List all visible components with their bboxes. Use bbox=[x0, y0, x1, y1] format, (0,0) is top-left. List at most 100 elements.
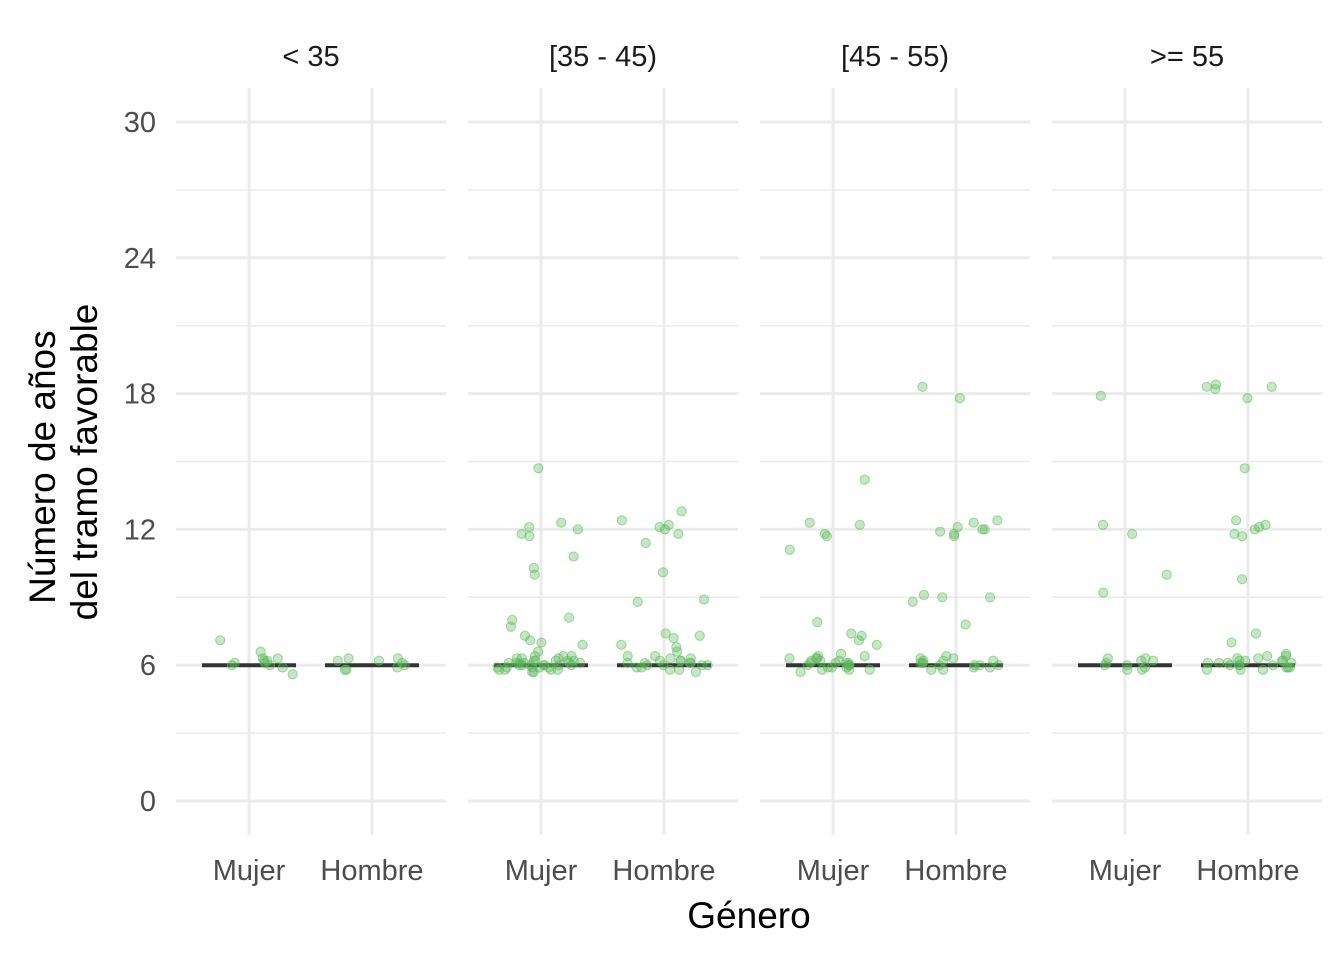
data-point bbox=[1239, 463, 1250, 474]
data-point bbox=[871, 639, 882, 650]
data-point bbox=[1136, 655, 1147, 666]
data-point bbox=[215, 635, 226, 646]
data-point bbox=[960, 619, 971, 630]
data-point bbox=[694, 630, 705, 641]
data-point bbox=[948, 653, 959, 664]
data-point bbox=[564, 612, 575, 623]
data-point bbox=[917, 657, 928, 669]
data-point bbox=[1266, 381, 1277, 392]
data-point bbox=[654, 655, 665, 666]
data-point bbox=[1229, 528, 1240, 540]
data-point bbox=[1097, 519, 1109, 530]
data-point bbox=[632, 596, 643, 607]
data-point bbox=[844, 660, 855, 671]
data-point bbox=[534, 662, 545, 673]
x-tick-label: Hombre bbox=[320, 855, 423, 887]
y-tick-label: 0 bbox=[140, 786, 156, 818]
x-tick-label: Mujer bbox=[797, 855, 870, 887]
group-mujer bbox=[1078, 390, 1172, 675]
data-point bbox=[977, 524, 988, 535]
data-point bbox=[1262, 651, 1273, 662]
data-point bbox=[1267, 660, 1279, 671]
x-tick-label: Mujer bbox=[505, 855, 578, 887]
x-tick-label: Hombre bbox=[612, 855, 715, 887]
facet-strip-label: < 35 bbox=[282, 41, 339, 73]
y-tick-label: 12 bbox=[124, 514, 156, 546]
data-point bbox=[640, 537, 651, 549]
data-point bbox=[556, 517, 567, 528]
data-point bbox=[1213, 657, 1225, 669]
data-point bbox=[859, 474, 870, 485]
data-point bbox=[1286, 657, 1297, 669]
data-point bbox=[287, 669, 298, 680]
data-point bbox=[616, 639, 627, 650]
data-point bbox=[1250, 628, 1262, 639]
data-point bbox=[1232, 653, 1243, 664]
facet-panel: >= 55 Mujer Hombre bbox=[1052, 41, 1322, 887]
data-point bbox=[566, 651, 577, 662]
data-point bbox=[1257, 664, 1268, 675]
data-point bbox=[918, 589, 930, 601]
y-axis-title: Número de años del tramo favorable bbox=[22, 304, 105, 621]
facet-strip-label: >= 55 bbox=[1150, 41, 1224, 73]
group-mujer bbox=[202, 635, 298, 680]
x-tick-label: Hombre bbox=[904, 855, 1007, 887]
data-point bbox=[1253, 653, 1264, 664]
data-point bbox=[673, 528, 684, 540]
data-point bbox=[343, 653, 354, 664]
data-point bbox=[795, 666, 806, 678]
data-point bbox=[804, 517, 815, 528]
x-tick-label: Mujer bbox=[213, 855, 286, 887]
data-point bbox=[697, 660, 708, 671]
data-point bbox=[702, 660, 713, 671]
data-point bbox=[690, 666, 701, 678]
y-axis-title-line-1: Número de años bbox=[22, 330, 63, 604]
group-mujer bbox=[492, 463, 588, 678]
data-point bbox=[616, 515, 627, 526]
data-point bbox=[503, 657, 514, 669]
data-point bbox=[505, 621, 517, 632]
data-point bbox=[949, 531, 960, 542]
data-point bbox=[907, 596, 918, 607]
facet-strip-label: [35 - 45) bbox=[549, 41, 657, 73]
data-point bbox=[1237, 574, 1248, 585]
data-point bbox=[525, 635, 536, 646]
data-point bbox=[968, 662, 979, 673]
data-point bbox=[675, 655, 687, 666]
data-point bbox=[622, 651, 633, 662]
data-point bbox=[1226, 637, 1237, 648]
data-point bbox=[341, 664, 352, 675]
data-point bbox=[813, 651, 824, 662]
data-point bbox=[1201, 381, 1212, 392]
data-point bbox=[935, 526, 946, 537]
data-point bbox=[974, 660, 985, 671]
data-point bbox=[1224, 660, 1236, 671]
data-point bbox=[668, 632, 679, 644]
y-tick-label: 6 bbox=[140, 650, 156, 682]
x-tick-label: Mujer bbox=[1089, 855, 1162, 887]
data-point bbox=[536, 637, 547, 648]
data-point bbox=[984, 662, 996, 673]
data-point bbox=[968, 517, 979, 528]
y-tick-label: 18 bbox=[124, 379, 156, 411]
data-point bbox=[864, 664, 875, 675]
data-point bbox=[529, 651, 540, 662]
x-axis-title: Género bbox=[687, 895, 810, 936]
facet-panel: [45 - 55) Mujer Hombre bbox=[760, 41, 1030, 887]
data-point bbox=[659, 524, 671, 535]
y-tick-label: 30 bbox=[124, 107, 156, 139]
data-point bbox=[834, 655, 845, 666]
data-point bbox=[1201, 664, 1212, 675]
data-point bbox=[511, 657, 522, 669]
data-point bbox=[1122, 664, 1133, 675]
data-point bbox=[979, 524, 990, 535]
data-point bbox=[332, 655, 343, 666]
group-hombre bbox=[325, 653, 419, 675]
data-point bbox=[938, 655, 949, 666]
data-point bbox=[277, 662, 288, 673]
facet-panel: < 35 Mujer Hombre bbox=[176, 41, 446, 887]
group-mujer bbox=[784, 474, 882, 678]
data-point bbox=[1137, 664, 1148, 675]
